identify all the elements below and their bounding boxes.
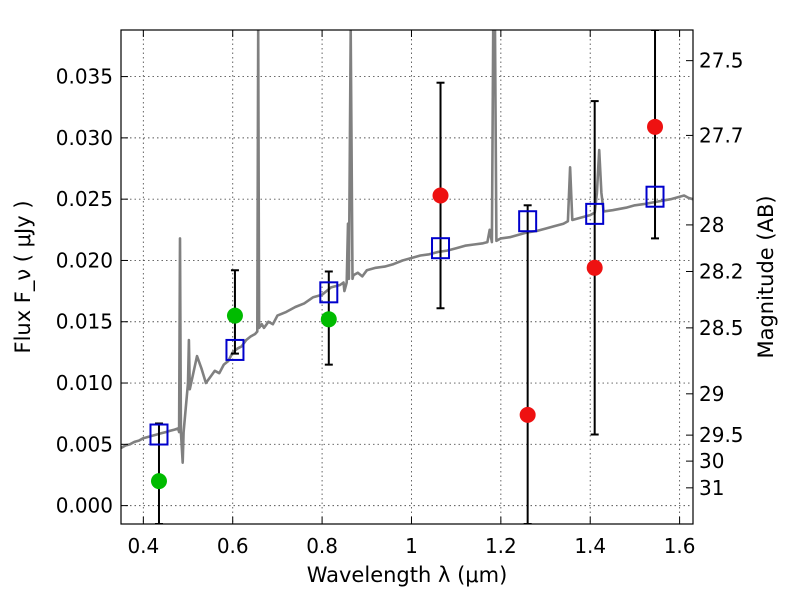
y-tick-label: 0.035 bbox=[56, 65, 113, 89]
model-photometry-point bbox=[645, 185, 665, 208]
x-tick-label: 0.8 bbox=[306, 534, 338, 558]
mag-tick-label: 27.7 bbox=[699, 123, 744, 147]
x-tick-label: 1 bbox=[405, 534, 418, 558]
x-tick-label: 1.6 bbox=[664, 534, 696, 558]
grid-lines bbox=[121, 30, 693, 524]
observed-point bbox=[432, 187, 449, 204]
y-tick-label: 0.010 bbox=[56, 371, 113, 395]
data-layer bbox=[121, 30, 693, 524]
y-tick-label: 0.005 bbox=[56, 432, 113, 456]
model-photometry-point bbox=[518, 210, 538, 233]
observed-point bbox=[320, 311, 337, 328]
mag-tick-label: 29.5 bbox=[699, 423, 744, 447]
model-photometry-point bbox=[319, 281, 339, 304]
axis-ticks: 0.4 0.6 0.8 1 1.2 1.4 1.6 0.000 0.005 0.010 0.015 0… bbox=[56, 30, 744, 558]
mag-tick-label: 30 bbox=[699, 449, 724, 473]
mag-tick-label: 31 bbox=[699, 476, 724, 500]
model-photometry-point bbox=[585, 202, 605, 225]
x-tick-label: 0.4 bbox=[127, 534, 159, 558]
mag-tick-label: 29 bbox=[699, 382, 724, 406]
model-photometry-point bbox=[149, 423, 169, 446]
observed-point bbox=[150, 473, 167, 490]
y-tick-label: 0.000 bbox=[56, 494, 113, 518]
y-axis-label: Flux F_ν ( μJy ) bbox=[11, 200, 36, 353]
plot-background bbox=[121, 30, 693, 524]
observed-point bbox=[519, 406, 536, 423]
model-photometry-point bbox=[431, 237, 451, 260]
plot-frame bbox=[120, 29, 694, 525]
mag-tick-label: 28 bbox=[699, 213, 724, 237]
spectrum-line bbox=[121, 30, 693, 464]
mag-tick-label: 28.2 bbox=[699, 259, 744, 283]
observed-point bbox=[586, 259, 603, 276]
observed-point bbox=[226, 307, 243, 324]
y-tick-label: 0.015 bbox=[56, 310, 113, 334]
x-tick-label: 1.2 bbox=[485, 534, 517, 558]
x-tick-label: 0.6 bbox=[217, 534, 249, 558]
y-tick-label: 0.020 bbox=[56, 248, 113, 272]
y-tick-label: 0.025 bbox=[56, 187, 113, 211]
y-tick-label: 0.030 bbox=[56, 126, 113, 150]
x-axis-label: Wavelength λ (μm) bbox=[307, 563, 508, 587]
mag-tick-label: 27.5 bbox=[699, 49, 744, 73]
model-photometry-point bbox=[225, 338, 245, 361]
observed-point bbox=[647, 118, 664, 135]
x-tick-label: 1.4 bbox=[574, 534, 606, 558]
right-axis-label: Magnitude (AB) bbox=[754, 195, 778, 358]
mag-tick-label: 28.5 bbox=[699, 316, 744, 340]
